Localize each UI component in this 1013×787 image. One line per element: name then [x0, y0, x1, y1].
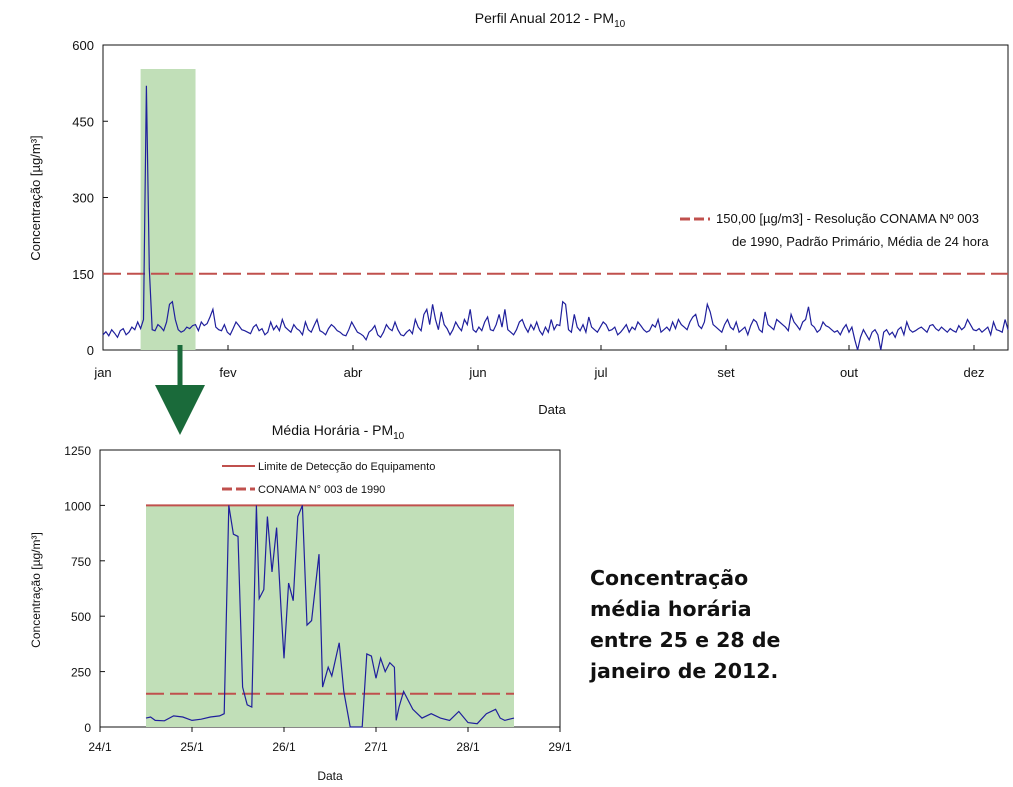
hourly-y-tick-label: 1250: [64, 444, 91, 458]
caption-line-1: Concentração: [590, 566, 749, 590]
annual-x-axis: jan fev abr jun jul set out dez: [93, 345, 984, 380]
annual-x-tick-label: jan: [93, 365, 111, 380]
hourly-x-tick-label: 27/1: [364, 740, 388, 754]
figure-caption: Concentração média horária entre 25 e 28…: [590, 563, 820, 687]
hourly-pm10-series: [145, 505, 515, 728]
annual-y-tick-label: 600: [72, 38, 94, 53]
hourly-x-tick-label: 29/1: [548, 740, 572, 754]
annual-x-tick-label: jul: [593, 365, 607, 380]
annual-x-tick-label: dez: [964, 365, 985, 380]
hourly-y-tick-label: 1000: [64, 499, 91, 513]
annual-legend-text-1: 150,00 [µg/m3] - Resolução CONAMA Nº 003: [716, 211, 979, 226]
annual-x-tick-label: fev: [219, 365, 237, 380]
annual-y-tick-label: 300: [72, 191, 94, 206]
annual-legend: 150,00 [µg/m3] - Resolução CONAMA Nº 003…: [680, 211, 989, 249]
annual-pm10-series: [102, 85, 1009, 351]
hourly-y-axis: 0 250 500 750 1000 1250: [64, 444, 105, 735]
hourly-legend-text-2: CONAMA N° 003 de 1990: [258, 484, 385, 496]
hourly-y-tick-label: 0: [84, 721, 91, 735]
hourly-y-axis-label: Concentração [µg/m³]: [29, 532, 43, 648]
hourly-x-tick-label: 28/1: [456, 740, 480, 754]
annual-y-tick-label: 0: [87, 343, 94, 358]
annual-x-tick-label: set: [717, 365, 735, 380]
hourly-chart-title: Média Horária - PM10: [272, 422, 405, 442]
annual-y-tick-label: 150: [72, 267, 94, 282]
caption-line-4: janeiro de 2012.: [590, 659, 779, 683]
annual-y-tick-label: 450: [72, 114, 94, 129]
annual-plot-area: [102, 44, 1009, 351]
hourly-x-axis-label: Data: [317, 769, 343, 783]
hourly-x-tick-label: 24/1: [88, 740, 112, 754]
hourly-x-axis: 24/1 25/1 26/1 27/1 28/1 29/1: [88, 727, 572, 754]
annual-x-tick-label: jun: [468, 365, 486, 380]
annual-y-axis: 0 150 300 450 600: [72, 38, 108, 358]
annual-chart: Perfil Anual 2012 - PM10 0 150 300 450 600 j…: [28, 10, 1009, 417]
annual-x-axis-label: Data: [538, 402, 566, 417]
hourly-x-tick-label: 26/1: [272, 740, 296, 754]
caption-line-2: média horária: [590, 597, 752, 621]
hourly-highlight-region: [146, 505, 514, 727]
hourly-y-tick-label: 500: [71, 610, 91, 624]
annual-chart-title: Perfil Anual 2012 - PM10: [475, 10, 626, 30]
hourly-y-tick-label: 750: [71, 555, 91, 569]
hourly-chart: Média Horária - PM10 025050075010001250 …: [29, 422, 572, 783]
annual-y-axis-label: Concentração [µg/m³]: [28, 135, 43, 260]
annual-highlight-region: [140, 69, 196, 350]
hourly-legend-text-1: Limite de Detecção do Equipamento: [258, 461, 435, 473]
hourly-y-tick-label: 250: [71, 666, 91, 680]
annual-x-tick-label: abr: [344, 365, 363, 380]
caption-line-3: entre 25 e 28 de: [590, 628, 781, 652]
hourly-x-tick-label: 25/1: [180, 740, 204, 754]
annual-x-tick-label: out: [840, 365, 858, 380]
hourly-legend: Limite de Detecção do Equipamento CONAMA…: [222, 461, 435, 496]
annual-legend-text-2: de 1990, Padrão Primário, Média de 24 ho…: [732, 234, 989, 249]
